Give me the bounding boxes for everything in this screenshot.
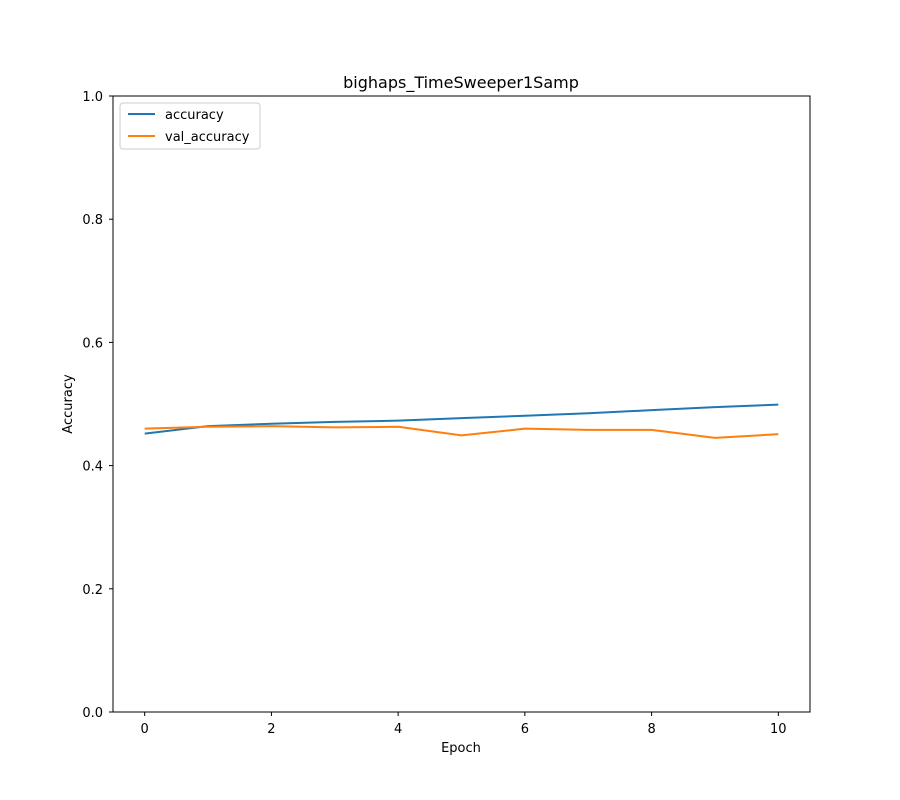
x-tick-label: 0: [141, 722, 149, 737]
y-tick-label: 0.0: [82, 706, 103, 721]
plot-area-frame: [112, 95, 811, 713]
x-tick-label: 2: [267, 722, 275, 737]
x-axis-label: Epoch: [441, 741, 481, 756]
y-tick-label: 1.0: [82, 90, 103, 105]
x-tick-label: 6: [521, 722, 529, 737]
legend: accuracy val_accuracy: [119, 102, 261, 150]
chart-title: bighaps_TimeSweeper1Samp: [343, 73, 579, 93]
legend-label: val_accuracy: [165, 130, 250, 145]
legend-label: accuracy: [165, 108, 224, 123]
x-tick-label: 10: [770, 722, 787, 737]
y-tick-label: 0.2: [82, 583, 103, 598]
y-tick-label: 0.8: [82, 213, 103, 228]
x-tick-label: 8: [647, 722, 655, 737]
series-lines: [144, 403, 779, 439]
y-tick-label: 0.6: [82, 336, 103, 351]
y-tick-label: 0.4: [82, 460, 103, 475]
x-axis-ticks: 0 2 4 6 8 10: [141, 712, 787, 737]
y-axis-ticks: 0.0 0.2 0.4 0.6 0.8 1.0: [82, 90, 113, 721]
x-tick-label: 4: [394, 722, 402, 737]
y-axis-label: Accuracy: [61, 374, 76, 434]
